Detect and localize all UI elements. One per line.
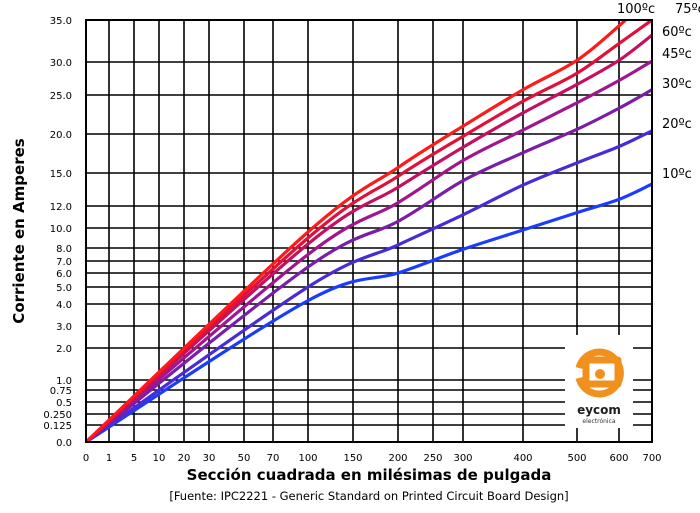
- source-note: [Fuente: IPC2221 - Generic Standard on P…: [169, 489, 568, 503]
- logo: eycom electrónica: [565, 335, 633, 428]
- y-tick-label: 25.0: [50, 91, 72, 102]
- series-line: [86, 88, 652, 442]
- y-tick-label: 0.125: [43, 421, 72, 432]
- x-tick-label: 1: [106, 453, 112, 464]
- y-tick-label: 0.75: [50, 386, 72, 397]
- series-label: 60ºc: [662, 25, 692, 40]
- y-tick-label: 2.0: [56, 344, 72, 355]
- series-label: 75ºc: [675, 2, 700, 17]
- x-tick-labels: 0 1 5 10 20 30 50 70 100 150 200 250 300 400 500 600 700: [83, 453, 662, 464]
- x-tick-label: 70: [267, 453, 280, 464]
- series-line: [86, 33, 652, 442]
- x-tick-label: 20: [178, 453, 191, 464]
- x-tick-label: 100: [298, 453, 317, 464]
- y-tick-label: 4.0: [56, 300, 72, 311]
- x-tick-label: 0: [83, 453, 89, 464]
- series-label: 10ºc: [662, 167, 692, 182]
- series-label: 45ºc: [662, 47, 692, 62]
- y-tick-label: 35.0: [50, 16, 72, 27]
- x-tick-label: 250: [423, 453, 442, 464]
- x-tick-label: 200: [388, 453, 407, 464]
- y-tick-label: 0.0: [56, 438, 72, 449]
- x-tick-label: 300: [453, 453, 472, 464]
- x-tick-label: 150: [343, 453, 362, 464]
- series-line: [86, 20, 652, 442]
- x-tick-label: 30: [203, 453, 216, 464]
- y-tick-label: 12.0: [50, 202, 72, 213]
- y-tick-label: 10.0: [50, 224, 72, 235]
- series-line: [86, 59, 652, 442]
- plot-background: [86, 20, 652, 442]
- y-tick-label: 0.5: [56, 398, 72, 409]
- series-label: 20ºc: [662, 117, 692, 132]
- y-tick-label: 5.0: [56, 283, 72, 294]
- series-label: 100ºc: [617, 2, 655, 17]
- logo-sub: electrónica: [582, 418, 615, 425]
- series-line: [86, 129, 652, 442]
- series-labels: 10ºc 20ºc 30ºc 45ºc 60ºc 75ºc 100ºc: [617, 2, 700, 182]
- y-tick-label: 3.0: [56, 322, 72, 333]
- x-tick-label: 10: [153, 453, 166, 464]
- logo-e-icon: [575, 348, 624, 398]
- y-tick-label: 15.0: [50, 169, 72, 180]
- x-tick-label: 5: [131, 453, 137, 464]
- y-axis-title: Corriente en Amperes: [10, 138, 28, 323]
- y-tick-label: 7.0: [56, 257, 72, 268]
- x-tick-label: 600: [609, 453, 628, 464]
- logo-brand: eycom: [577, 403, 621, 417]
- y-tick-label: 20.0: [50, 130, 72, 141]
- series-line: [86, 182, 652, 442]
- plot-frame: [85, 19, 653, 443]
- x-tick-label: 700: [642, 453, 661, 464]
- y-tick-label: 0.250: [43, 410, 72, 421]
- series-layer: [86, 20, 652, 442]
- y-tick-label: 8.0: [56, 244, 72, 255]
- series-label: 30ºc: [662, 77, 692, 92]
- x-tick-label: 500: [567, 453, 586, 464]
- x-tick-label: 50: [238, 453, 251, 464]
- y-tick-label: 1.0: [56, 376, 72, 387]
- series-line: [86, 20, 628, 442]
- y-tick-label: 30.0: [50, 58, 72, 69]
- y-tick-label: 6.0: [56, 269, 72, 280]
- x-tick-label: 400: [513, 453, 532, 464]
- x-axis-title: Sección cuadrada en milésimas de pulgada: [187, 466, 552, 484]
